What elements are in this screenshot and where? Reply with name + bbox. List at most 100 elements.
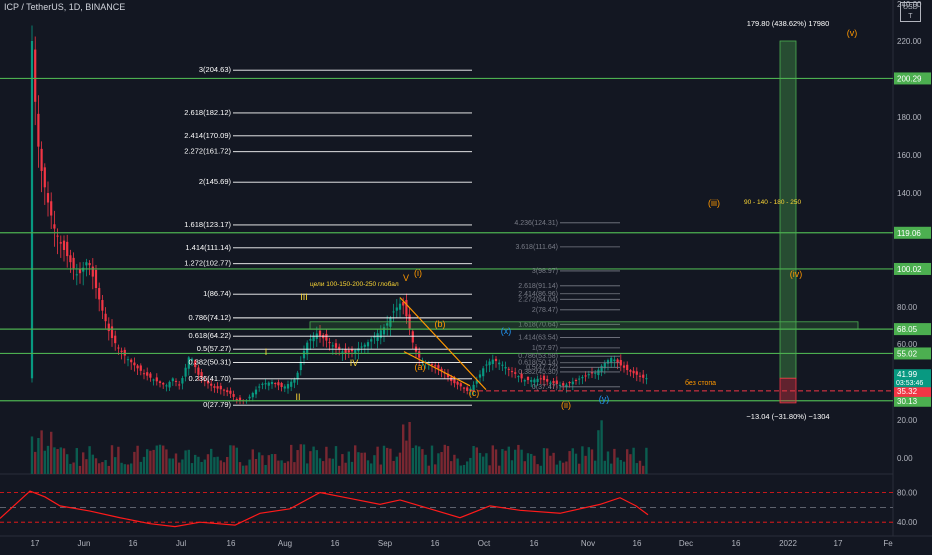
volume-bar	[382, 445, 386, 474]
volume-bar	[331, 458, 334, 474]
candle-body	[482, 368, 485, 377]
volume-bar	[597, 430, 600, 474]
candle-body	[626, 364, 629, 371]
volume-bar	[565, 461, 568, 474]
candle-body	[552, 381, 555, 384]
volume-bar	[82, 452, 85, 474]
volume-bar	[376, 446, 379, 474]
candle-body	[178, 384, 181, 386]
wave-label: I	[265, 347, 268, 357]
volume-bar	[101, 462, 104, 474]
volume-bar	[453, 454, 456, 474]
volume-bar	[104, 460, 107, 474]
key-level-label: 200.29	[897, 74, 922, 83]
candle-body	[264, 383, 267, 385]
candle-body	[155, 377, 158, 382]
key-level-tag	[894, 394, 931, 407]
candle-body	[526, 376, 530, 381]
volume-bar	[174, 453, 178, 474]
volume-bar	[293, 462, 296, 474]
currency-label: USD T	[900, 2, 921, 22]
volume-bar	[578, 463, 581, 474]
candle-body	[539, 378, 542, 380]
last-price-label: 41.99	[897, 370, 918, 379]
candle-body	[600, 365, 603, 372]
candle-body	[286, 384, 290, 389]
volume-bar	[552, 452, 555, 474]
volume-bar	[286, 461, 290, 474]
candle-body	[203, 380, 206, 382]
volume-bar	[350, 461, 354, 474]
volume-bar	[408, 421, 411, 474]
volume-bar	[459, 465, 462, 474]
fib-right-label: 1.414(63.54)	[518, 334, 558, 341]
volume-bar	[517, 444, 520, 474]
volume-bar	[443, 444, 446, 474]
time-tick-label: 16	[331, 539, 340, 548]
volume-bar	[402, 424, 405, 474]
symbol-header[interactable]: ICP / TetherUS, 1D, BINANCE	[4, 2, 126, 12]
candle-body	[616, 359, 619, 363]
candle-body	[251, 392, 254, 398]
volume-bar	[283, 462, 286, 474]
volume-bar	[357, 452, 360, 474]
candle-body	[98, 288, 101, 300]
volume-bar	[315, 450, 318, 474]
volume-bar	[462, 464, 466, 474]
candle-body	[610, 357, 613, 363]
candle-body	[494, 358, 498, 362]
volume-bar	[261, 455, 264, 474]
volume-bar	[251, 449, 254, 474]
candle-body	[78, 268, 82, 274]
candle-body	[46, 193, 50, 203]
candle-body	[475, 380, 478, 384]
volume-bar	[264, 464, 267, 474]
candle-body	[562, 383, 565, 386]
candle-body	[574, 380, 578, 382]
price-tick-label: 140.00	[897, 189, 922, 198]
candle-body	[466, 387, 469, 391]
volume-bar	[587, 447, 590, 474]
candle-body	[386, 323, 389, 326]
volume-bar	[594, 460, 597, 474]
wave-label: (v)	[847, 28, 858, 38]
candle-body	[40, 148, 43, 171]
candle-body	[514, 372, 517, 374]
volume-bar	[206, 454, 210, 474]
candle-body	[379, 330, 382, 339]
candle-body	[165, 385, 168, 387]
volume-bar	[139, 461, 142, 474]
volume-bar	[469, 457, 472, 474]
volume-bar	[392, 460, 395, 474]
candle-body	[533, 379, 536, 383]
price-tick-label: 240.00	[897, 0, 922, 9]
fib-left-label: 2.618(182.12)	[184, 108, 231, 117]
volume-bar	[302, 444, 306, 474]
volume-bar	[168, 458, 171, 474]
candle-body	[498, 362, 501, 365]
volume-bar	[354, 445, 357, 474]
candle-body	[254, 389, 258, 395]
volume-bar	[197, 456, 200, 474]
fib-left-label: 0.618(64.22)	[188, 331, 231, 340]
rsi-tick-label: 40.00	[897, 518, 918, 527]
volume-bar	[418, 446, 421, 474]
candle-body	[229, 390, 232, 394]
fib-left-label: 0(27.79)	[203, 400, 231, 409]
candle-body	[101, 300, 104, 311]
volume-group	[30, 420, 648, 474]
key-level-tag	[894, 323, 931, 336]
volume-bar	[546, 448, 549, 474]
volume-bar	[398, 452, 402, 474]
candle-body	[267, 382, 270, 386]
wave-label: IV	[350, 358, 359, 368]
price-tick-label: 180.00	[897, 113, 922, 122]
volume-bar	[190, 463, 194, 474]
candle-body	[488, 361, 491, 366]
volume-bar	[424, 454, 427, 474]
fib-right-label: 2.272(84.04)	[518, 296, 558, 303]
candle-body	[590, 372, 594, 374]
candle-body	[437, 365, 440, 369]
